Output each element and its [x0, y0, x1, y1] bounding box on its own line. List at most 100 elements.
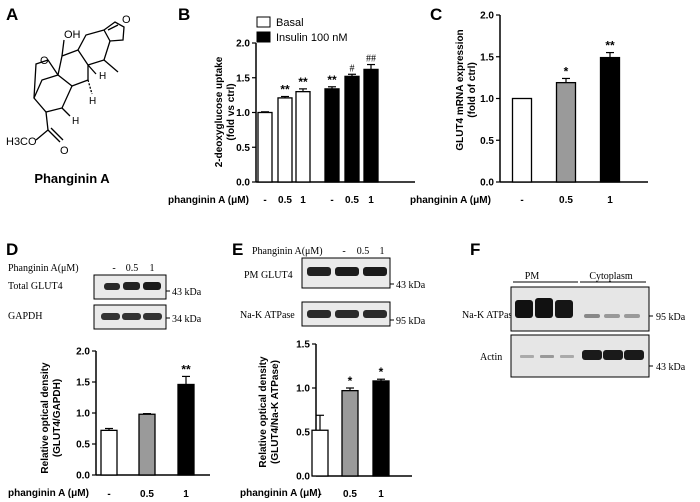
- blot-marker-f-43: 43 kDa: [656, 362, 686, 373]
- panel-letter-c: C: [430, 5, 442, 24]
- bar-e-0: [311, 429, 329, 477]
- blot-marker-d-34: 34 kDa: [172, 314, 202, 325]
- legend-swatch-basal: [256, 16, 271, 28]
- y-tick-label-b-1: 0.5: [236, 143, 250, 154]
- significance-label-b-4: #: [350, 63, 355, 74]
- bar-b-4: [344, 75, 360, 183]
- y-tick-label-c-2: 1.0: [480, 94, 494, 105]
- y-axis-label-line-d-1: (GLUT4/GAPDH): [52, 379, 63, 457]
- y-tick-label-b-4: 2.0: [236, 39, 250, 50]
- blot-header-e: Phanginin A(μM): [252, 246, 323, 257]
- y-axis-label-line-b-0: 2-deoxyglucose uptake: [214, 56, 225, 167]
- bar-e-1: [341, 389, 359, 477]
- y-tick-label-e-3: 1.5: [296, 340, 310, 351]
- bar-b-2: [295, 91, 311, 183]
- blot-lane-d-3: 1: [150, 263, 155, 274]
- blot-group-pm: PM: [525, 271, 540, 282]
- bar-c-2: [599, 56, 621, 183]
- panel-d: D Phanginin A(μM) - 0.5 1 Total GLUT4 GA…: [6, 240, 210, 500]
- y-axis-label-line-e-1: (GLUT4/Na-K ATPase): [270, 360, 281, 464]
- panel-letter-d: D: [6, 240, 18, 259]
- blot-row-label-total-glut4: Total GLUT4: [8, 281, 63, 292]
- blot-lane-e-1: -: [342, 246, 345, 257]
- y-axis-label-line-e-0: Relative optical density: [258, 356, 269, 468]
- category-label-c-0: -: [520, 195, 523, 206]
- panel-letter-f: F: [470, 240, 480, 259]
- y-tick-label-c-3: 1.5: [480, 52, 494, 63]
- chart-b: 0.0 0.5 1.0 1.5 2.0 2-deoxyglucose uptake(fol…: [214, 39, 415, 206]
- bar-d-0: [100, 429, 118, 476]
- y-axis-label-line-c-1: (fold of ctrl): [467, 62, 478, 118]
- y-axis-label-e: Relative optical density(GLUT4/Na-K ATPa…: [258, 356, 281, 468]
- y-tick-label-e-0: 0.0: [296, 472, 310, 483]
- blot-image-f: [510, 286, 653, 378]
- blot-marker-d-43: 43 kDa: [172, 287, 202, 298]
- significance-label-b-5: ##: [366, 54, 376, 65]
- y-tick-label-c-0: 0.0: [480, 178, 494, 189]
- legend-label-insulin: Insulin 100 nM: [276, 32, 348, 44]
- panel-letter-e: E: [232, 240, 243, 259]
- panel-e: E Phanginin A(μM) - 0.5 1 PM GLUT4 Na-K …: [232, 240, 426, 500]
- atom-h-3: H: [72, 116, 79, 127]
- significance-label-b-3: **: [327, 73, 337, 87]
- atom-o-ester: O: [60, 145, 69, 157]
- panel-letter-b: B: [178, 5, 190, 24]
- y-axis-label-b: 2-deoxyglucose uptake(fold vs ctrl): [214, 56, 237, 167]
- chemical-structure: [33, 21, 125, 143]
- y-tick-label-c-4: 2.0: [480, 11, 494, 22]
- significance-label-c-1: *: [564, 64, 569, 78]
- bar-b-1: [277, 97, 293, 183]
- treatment-label-c: phanginin A (μM): [410, 195, 491, 206]
- y-tick-label-b-0: 0.0: [236, 178, 250, 189]
- atom-o-furan: O: [122, 14, 131, 26]
- compound-name: Phanginin A: [34, 171, 110, 186]
- significance-label-c-2: **: [605, 39, 615, 53]
- bar-c-0: [511, 97, 533, 183]
- y-tick-label-d-2: 1.0: [76, 409, 90, 420]
- bar-b-5: [363, 68, 379, 183]
- panel-a: A OH O O O H3CO: [6, 5, 131, 186]
- atom-oh: OH: [64, 29, 81, 41]
- blot-marker-e-43: 43 kDa: [396, 280, 426, 291]
- atom-o-bridge: O: [40, 55, 49, 67]
- category-label-d-2: 1: [183, 489, 189, 500]
- bar-b-0: [257, 111, 273, 183]
- y-tick-label-d-1: 0.5: [76, 440, 90, 451]
- bar-d-1: [138, 413, 156, 476]
- significance-label-d-2: **: [181, 362, 191, 376]
- treatment-label-d: phanginin A (μM): [8, 488, 89, 499]
- blot-marker-f-95: 95 kDa: [656, 312, 686, 323]
- y-tick-label-c-1: 0.5: [480, 136, 494, 147]
- bar-e-2: [372, 380, 390, 477]
- y-tick-label-d-3: 1.5: [76, 378, 90, 389]
- chart-d: 0.0 0.5 1.0 1.5 2.0 Relative optical density(…: [40, 347, 210, 500]
- blot-header-d: Phanginin A(μM): [8, 263, 79, 274]
- y-axis-label-c: GLUT4 mRNA expression(fold of ctrl): [455, 29, 478, 150]
- blot-image-e: [301, 257, 394, 327]
- significance-label-e-1: *: [348, 374, 353, 388]
- category-label-b-1: 0.5: [278, 195, 292, 206]
- category-label-e-0: -: [318, 489, 321, 500]
- blot-row-label-gapdh: GAPDH: [8, 311, 42, 322]
- blot-row-label-actin: Actin: [480, 352, 502, 363]
- y-axis-label-line-b-1: (fold vs ctrl): [226, 83, 237, 140]
- blot-row-label-pm-glut4: PM GLUT4: [244, 270, 293, 281]
- atom-h-2: H: [89, 96, 96, 107]
- atom-h-1: H: [99, 71, 106, 82]
- blot-row-label-na-k-atpase: Na-K ATPase: [240, 310, 295, 321]
- category-label-d-1: 0.5: [140, 489, 154, 500]
- bar-b-3: [324, 88, 340, 183]
- legend-swatch-insulin: [256, 31, 271, 43]
- blot-lane-e-3: 1: [380, 246, 385, 257]
- y-axis-label-d: Relative optical density(GLUT4/GAPDH): [40, 362, 63, 474]
- y-tick-label-e-1: 0.5: [296, 428, 310, 439]
- category-label-b-4: 0.5: [345, 195, 359, 206]
- category-label-e-2: 1: [378, 489, 384, 500]
- atom-methoxy: H3CO: [6, 136, 37, 148]
- category-label-b-0: -: [263, 195, 266, 206]
- blot-row-label-f-na-k-atpase: Na-K ATPase: [462, 310, 517, 321]
